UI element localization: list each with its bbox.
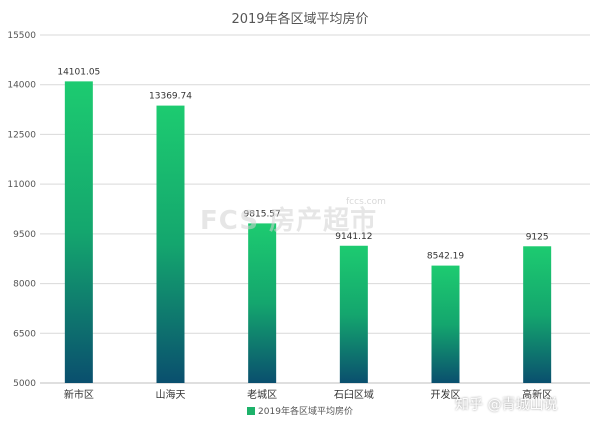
bar <box>339 245 368 383</box>
watermark-logo: FCS 房产超市 <box>200 206 378 236</box>
bar <box>431 265 460 383</box>
x-tick-label: 老城区 <box>247 388 277 401</box>
chart-legend: 2019年各区域平均房价 <box>0 404 600 417</box>
y-tick-label: 8000 <box>13 280 36 290</box>
legend-label: 2019年各区域平均房价 <box>258 407 353 417</box>
data-label: 8542.19 <box>427 252 464 262</box>
y-tick-label: 5000 <box>13 379 36 389</box>
x-tick-label: 新市区 <box>64 388 94 401</box>
y-tick-label: 15500 <box>7 31 36 41</box>
x-tick-label: 高新区 <box>522 388 552 401</box>
x-tick-label: 山海天 <box>156 388 186 401</box>
bar <box>523 246 552 383</box>
data-label: 9125 <box>526 232 549 242</box>
y-tick-label: 12500 <box>7 130 36 140</box>
x-tick-label: 石臼区域 <box>334 388 374 401</box>
y-tick-label: 6500 <box>13 329 36 339</box>
watermark-site: fccs.com <box>346 197 386 207</box>
watermark-zhihu: 知乎 @青城山说 <box>455 397 558 413</box>
bar <box>156 105 185 383</box>
data-label: 9141.12 <box>335 232 372 242</box>
data-label: 9815.57 <box>244 209 281 219</box>
data-label: 13369.74 <box>149 92 192 102</box>
bar <box>248 223 277 383</box>
y-tick-label: 11000 <box>7 180 36 190</box>
bar <box>64 81 93 383</box>
x-tick-label: 开发区 <box>431 388 461 401</box>
chart-title: 2019年各区域平均房价 <box>231 12 369 27</box>
y-tick-label: 14000 <box>7 81 36 91</box>
y-tick-label: 9500 <box>13 230 36 240</box>
legend-swatch <box>247 407 256 415</box>
data-label: 14101.05 <box>57 67 100 77</box>
